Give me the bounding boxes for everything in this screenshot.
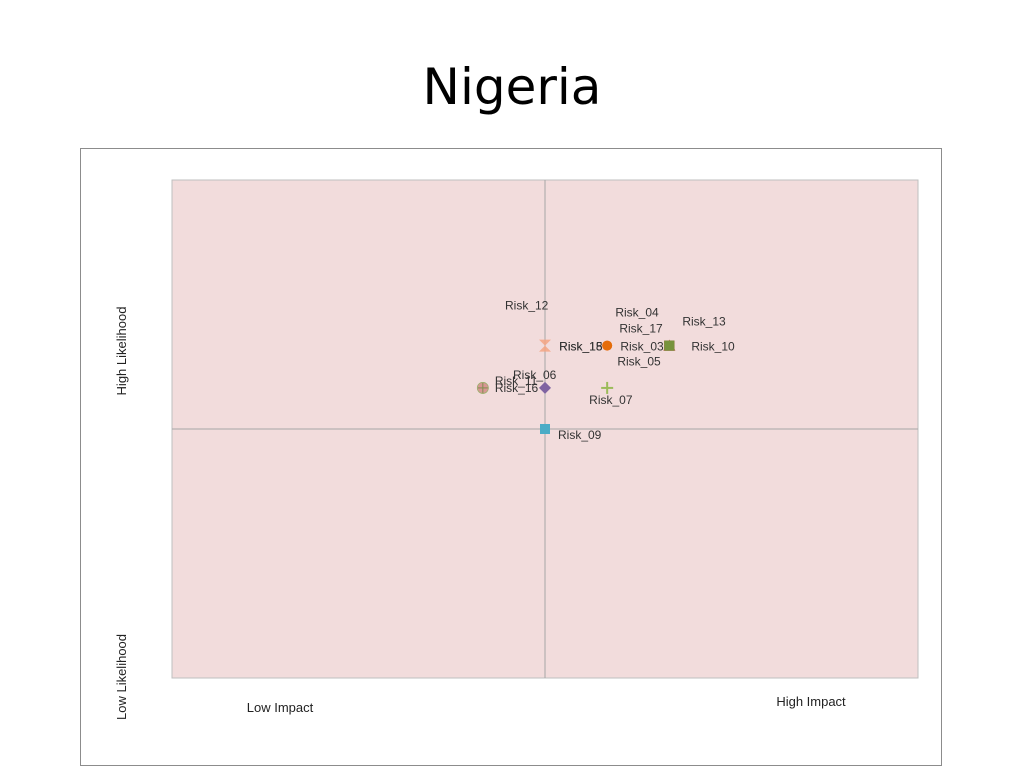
point-risk-05 xyxy=(664,340,675,351)
point-label-risk-06: Risk_06 xyxy=(513,368,557,382)
x-axis-high-label: High Impact xyxy=(776,694,846,709)
y-axis-high-label: High Likelihood xyxy=(114,307,129,396)
point-label-risk-05: Risk_05 xyxy=(617,355,661,369)
point-label-risk-18: Risk_18 xyxy=(559,340,603,354)
chart-frame: High Likelihood Low Likelihood Low Impac… xyxy=(80,148,942,766)
y-axis-low-label: Low Likelihood xyxy=(114,634,129,720)
point-label-risk-07: Risk_07 xyxy=(589,393,633,407)
point-label-risk-15: Risk_15 xyxy=(559,340,603,354)
point-label-risk-09: Risk_09 xyxy=(558,428,602,442)
point-label-risk-10: Risk_10 xyxy=(691,340,735,354)
slide-title: Nigeria xyxy=(422,58,602,116)
x-axis-low-label: Low Impact xyxy=(247,700,314,715)
point-risk-18 xyxy=(602,340,613,351)
point-risk-07 xyxy=(601,381,614,394)
point-risk-09 xyxy=(540,424,550,434)
points-layer xyxy=(476,339,676,434)
point-label-risk-03: Risk_03 xyxy=(620,340,664,354)
point-label-risk-17: Risk_17 xyxy=(619,322,663,336)
point-label-risk-16: Risk_16 xyxy=(495,381,539,395)
point-label-risk-11: Risk_11 xyxy=(495,374,538,388)
point-label-risk-13: Risk_13 xyxy=(682,315,726,329)
point-risk-16 xyxy=(476,382,489,394)
risk-matrix-chart: High Likelihood Low Likelihood Low Impac… xyxy=(114,179,919,720)
point-label-risk-04: Risk_04 xyxy=(615,306,659,320)
point-label-risk-12: Risk_12 xyxy=(505,299,549,313)
point-risk-12 xyxy=(539,339,551,352)
point-risk-06 xyxy=(539,381,551,394)
